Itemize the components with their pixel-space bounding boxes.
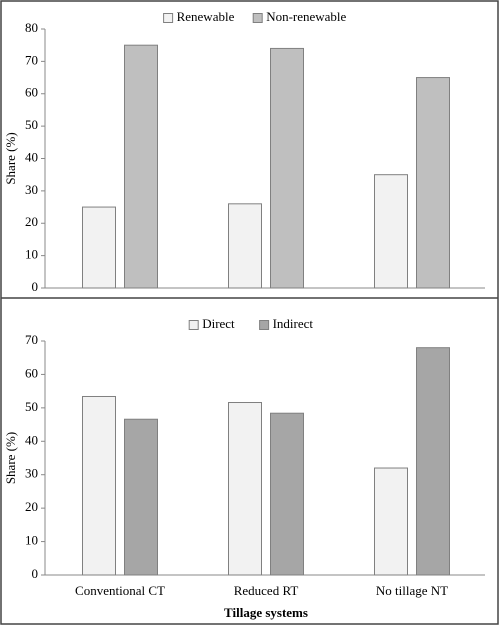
y-tick-label: 70 — [25, 52, 38, 67]
y-tick-label: 70 — [25, 332, 38, 347]
bar — [270, 47, 304, 289]
x-tick-label: Reduced RT — [234, 583, 299, 598]
y-tick-label: 30 — [25, 466, 38, 481]
legend-label: Non-renewable — [266, 9, 346, 24]
legend-swatch — [252, 13, 263, 23]
y-tick-label: 60 — [25, 85, 38, 100]
bar — [82, 206, 116, 289]
y-tick-label: 0 — [32, 566, 39, 581]
bar — [374, 467, 408, 576]
y-tick-label: 40 — [25, 149, 38, 164]
y-tick-label: 30 — [25, 182, 38, 197]
legend-swatch — [163, 13, 174, 23]
legend-label: Direct — [202, 316, 235, 331]
legend-label: Indirect — [273, 316, 314, 331]
legend-label: Renewable — [177, 9, 235, 24]
x-tick-label: Conventional CT — [75, 583, 165, 598]
y-tick-label: 20 — [25, 499, 38, 514]
x-tick-label: No tillage NT — [376, 583, 448, 598]
bar — [124, 418, 158, 576]
bar — [374, 174, 408, 289]
y-tick-label: 20 — [25, 214, 38, 229]
bar — [416, 347, 450, 576]
y-tick-label: 10 — [25, 247, 38, 262]
y-tick-label: 50 — [25, 117, 38, 132]
legend-swatch — [188, 320, 199, 330]
bar — [270, 412, 304, 576]
y-tick-label: 50 — [25, 399, 38, 414]
bar — [416, 77, 450, 289]
y-axis-title: Share (%) — [3, 432, 18, 484]
bar — [228, 203, 262, 289]
y-axis-title: Share (%) — [3, 132, 18, 184]
y-tick-label: 10 — [25, 533, 38, 548]
bar — [124, 44, 158, 289]
legend-swatch — [259, 320, 270, 330]
bar — [228, 402, 262, 576]
x-axis-title: Tillage systems — [224, 605, 308, 620]
bar — [82, 395, 116, 576]
y-tick-label: 40 — [25, 432, 38, 447]
y-tick-label: 80 — [25, 20, 38, 35]
y-tick-label: 0 — [32, 279, 39, 294]
y-tick-label: 60 — [25, 365, 38, 380]
